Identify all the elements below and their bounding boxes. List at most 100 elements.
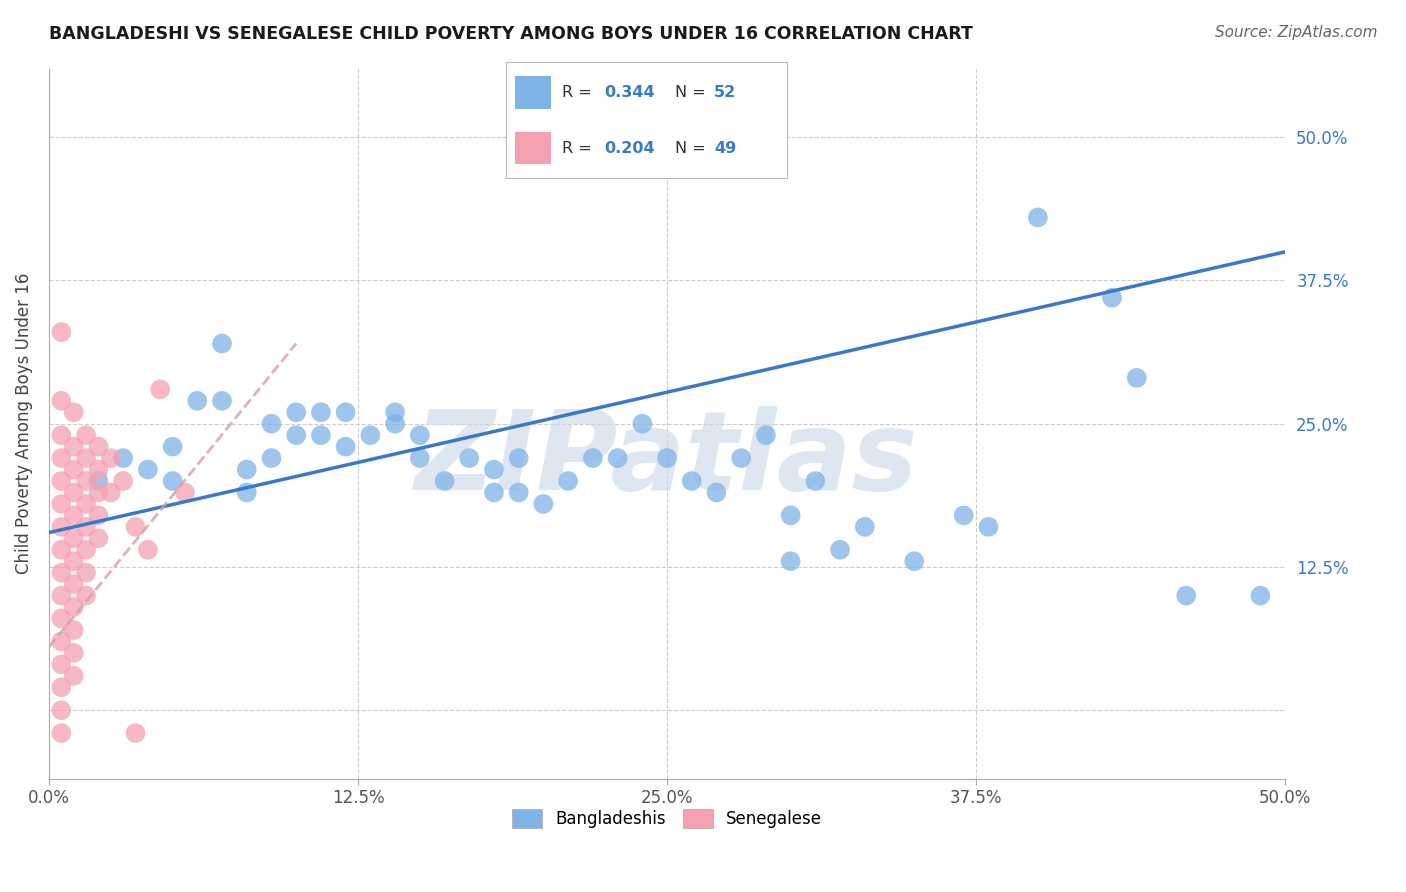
Point: [149, 382, 172, 396]
Point: [260, 451, 283, 466]
Text: 52: 52: [714, 85, 737, 100]
Point: [681, 474, 703, 488]
Point: [384, 417, 406, 431]
Point: [62, 405, 84, 419]
Point: [531, 497, 554, 511]
Point: [136, 542, 159, 557]
Point: [51, 474, 73, 488]
Point: [186, 393, 208, 408]
Point: [779, 554, 801, 568]
Point: [557, 474, 579, 488]
Point: [409, 451, 432, 466]
Point: [51, 428, 73, 442]
Point: [75, 542, 97, 557]
Text: R =: R =: [562, 85, 598, 100]
Point: [51, 634, 73, 648]
Text: 0.344: 0.344: [605, 85, 655, 100]
Point: [335, 405, 357, 419]
Point: [162, 440, 184, 454]
Point: [124, 726, 146, 740]
Point: [75, 566, 97, 580]
Point: [75, 520, 97, 534]
Point: [828, 542, 851, 557]
Point: [62, 577, 84, 591]
Bar: [515, 77, 551, 109]
Point: [51, 703, 73, 717]
Point: [100, 451, 122, 466]
Point: [309, 428, 332, 442]
Point: [51, 497, 73, 511]
Point: [359, 428, 381, 442]
Point: [482, 462, 505, 476]
Point: [235, 462, 257, 476]
Point: [62, 600, 84, 615]
Point: [124, 520, 146, 534]
Point: [87, 440, 110, 454]
Point: [62, 646, 84, 660]
Point: [51, 726, 73, 740]
Text: N =: N =: [675, 85, 711, 100]
Point: [174, 485, 197, 500]
Point: [977, 520, 1000, 534]
Text: N =: N =: [675, 141, 711, 156]
Point: [62, 485, 84, 500]
Y-axis label: Child Poverty Among Boys Under 16: Child Poverty Among Boys Under 16: [15, 273, 32, 574]
Point: [260, 417, 283, 431]
Point: [779, 508, 801, 523]
Point: [508, 451, 530, 466]
Text: 49: 49: [714, 141, 737, 156]
Point: [75, 428, 97, 442]
Point: [87, 474, 110, 488]
Point: [458, 451, 481, 466]
Point: [75, 497, 97, 511]
Point: [51, 325, 73, 339]
Point: [285, 405, 308, 419]
Point: [87, 531, 110, 545]
Point: [335, 440, 357, 454]
Point: [87, 508, 110, 523]
Point: [62, 554, 84, 568]
Point: [285, 428, 308, 442]
Point: [755, 428, 778, 442]
Text: R =: R =: [562, 141, 598, 156]
Point: [1101, 291, 1123, 305]
Point: [1249, 589, 1271, 603]
Point: [62, 669, 84, 683]
Point: [211, 336, 233, 351]
Point: [51, 589, 73, 603]
Point: [730, 451, 752, 466]
Point: [75, 451, 97, 466]
Legend: Bangladeshis, Senegalese: Bangladeshis, Senegalese: [505, 802, 828, 835]
Point: [903, 554, 925, 568]
Point: [51, 657, 73, 672]
Text: ZIPatlas: ZIPatlas: [415, 406, 920, 513]
Point: [606, 451, 628, 466]
Point: [62, 623, 84, 637]
Point: [51, 451, 73, 466]
Point: [62, 531, 84, 545]
Point: [508, 485, 530, 500]
Point: [100, 485, 122, 500]
Point: [631, 417, 654, 431]
Point: [51, 520, 73, 534]
Point: [655, 451, 678, 466]
Point: [87, 462, 110, 476]
Point: [384, 405, 406, 419]
Point: [136, 462, 159, 476]
Point: [853, 520, 876, 534]
Point: [309, 405, 332, 419]
Point: [112, 474, 135, 488]
Point: [482, 485, 505, 500]
Point: [112, 451, 135, 466]
Point: [62, 440, 84, 454]
Point: [235, 485, 257, 500]
Text: Source: ZipAtlas.com: Source: ZipAtlas.com: [1215, 25, 1378, 40]
Point: [1125, 371, 1147, 385]
Point: [706, 485, 728, 500]
Point: [51, 566, 73, 580]
Point: [433, 474, 456, 488]
Point: [87, 485, 110, 500]
Text: BANGLADESHI VS SENEGALESE CHILD POVERTY AMONG BOYS UNDER 16 CORRELATION CHART: BANGLADESHI VS SENEGALESE CHILD POVERTY …: [49, 25, 973, 43]
Point: [1175, 589, 1198, 603]
Point: [62, 462, 84, 476]
